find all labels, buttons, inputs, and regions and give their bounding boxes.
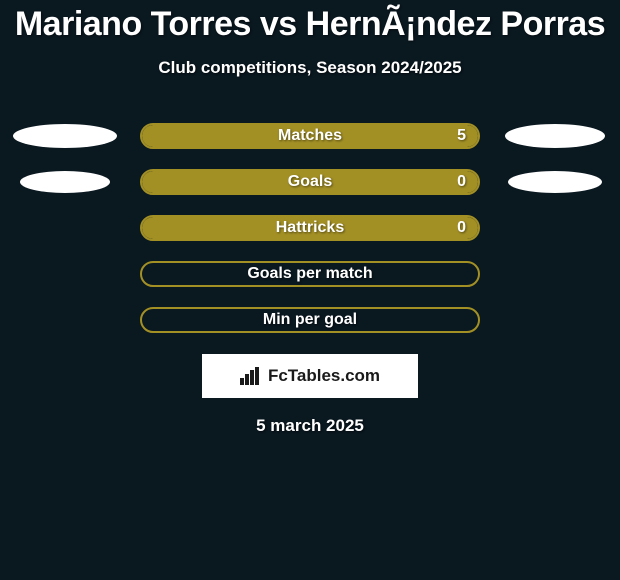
- right-player-marker: [508, 171, 602, 193]
- left-player-marker-slot: [10, 124, 120, 148]
- stat-label: Matches: [278, 127, 342, 145]
- fctables-logo: FcTables.com: [202, 354, 418, 398]
- stat-row: Hattricks 0: [0, 214, 620, 242]
- stat-row: Matches 5: [0, 122, 620, 150]
- logo-bars-icon: [240, 367, 262, 385]
- stat-bar: Hattricks 0: [140, 215, 480, 241]
- comparison-infographic: Mariano Torres vs HernÃ¡ndez Porras Club…: [0, 0, 620, 436]
- stat-row: Goals per match: [0, 260, 620, 288]
- left-player-marker-slot: [10, 171, 120, 193]
- stat-bar: Min per goal: [140, 307, 480, 333]
- right-player-marker: [505, 124, 605, 148]
- stat-value-right: 0: [457, 219, 466, 237]
- stat-value-right: 5: [457, 127, 466, 145]
- stat-bar: Matches 5: [140, 123, 480, 149]
- stat-bar: Goals per match: [140, 261, 480, 287]
- right-player-marker-slot: [500, 124, 610, 148]
- left-player-marker: [13, 124, 117, 148]
- stat-label: Hattricks: [276, 219, 344, 237]
- footer-date: 5 march 2025: [0, 416, 620, 436]
- page-subtitle: Club competitions, Season 2024/2025: [0, 58, 620, 78]
- stat-row: Min per goal: [0, 306, 620, 334]
- stat-row: Goals 0: [0, 168, 620, 196]
- stat-label: Min per goal: [263, 311, 357, 329]
- stat-label: Goals: [288, 173, 332, 191]
- logo-text: FcTables.com: [268, 366, 380, 386]
- stat-label: Goals per match: [247, 265, 372, 283]
- left-player-marker: [20, 171, 110, 193]
- stat-value-right: 0: [457, 173, 466, 191]
- stat-bar: Goals 0: [140, 169, 480, 195]
- right-player-marker-slot: [500, 171, 610, 193]
- page-title: Mariano Torres vs HernÃ¡ndez Porras: [0, 5, 620, 44]
- stats-list: Matches 5 Goals 0 Hattricks 0 Goals per match M…: [0, 122, 620, 334]
